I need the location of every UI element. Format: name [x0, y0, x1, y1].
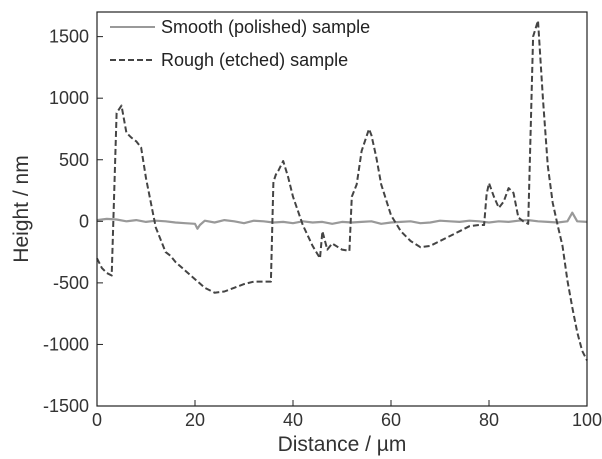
ticks-layer: 0 20 40 60 80 100 -1500 -1000 -500 0 500 1000 1500 — [43, 27, 602, 430]
y-tick-label-4: 500 — [59, 150, 89, 170]
y-tick-label-6: 1500 — [49, 27, 89, 47]
legend-label-rough: Rough (etched) sample — [161, 50, 348, 70]
x-tick-label-5: 100 — [572, 410, 602, 430]
x-tick-label-0: 0 — [92, 410, 102, 430]
x-tick-label-2: 40 — [283, 410, 303, 430]
y-tick-label-0: -1500 — [43, 396, 89, 416]
legend-label-smooth: Smooth (polished) sample — [161, 17, 370, 37]
series-line-smooth — [96, 211, 588, 230]
series-line-rough — [96, 19, 588, 361]
y-tick-label-1: -1000 — [43, 334, 89, 354]
x-tick-label-3: 60 — [381, 410, 401, 430]
series-layer — [96, 19, 588, 361]
y-tick-label-3: 0 — [79, 211, 89, 231]
y-tick-label-5: 1000 — [49, 88, 89, 108]
legend: Smooth (polished) sample Rough (etched) … — [110, 17, 370, 70]
y-tick-label-2: -500 — [53, 273, 89, 293]
plot-frame — [96, 11, 588, 407]
x-tick-label-4: 80 — [479, 410, 499, 430]
x-tick-label-1: 20 — [185, 410, 205, 430]
y-axis-label: Height / nm — [10, 155, 33, 262]
x-axis-label: Distance / µm — [278, 433, 407, 456]
